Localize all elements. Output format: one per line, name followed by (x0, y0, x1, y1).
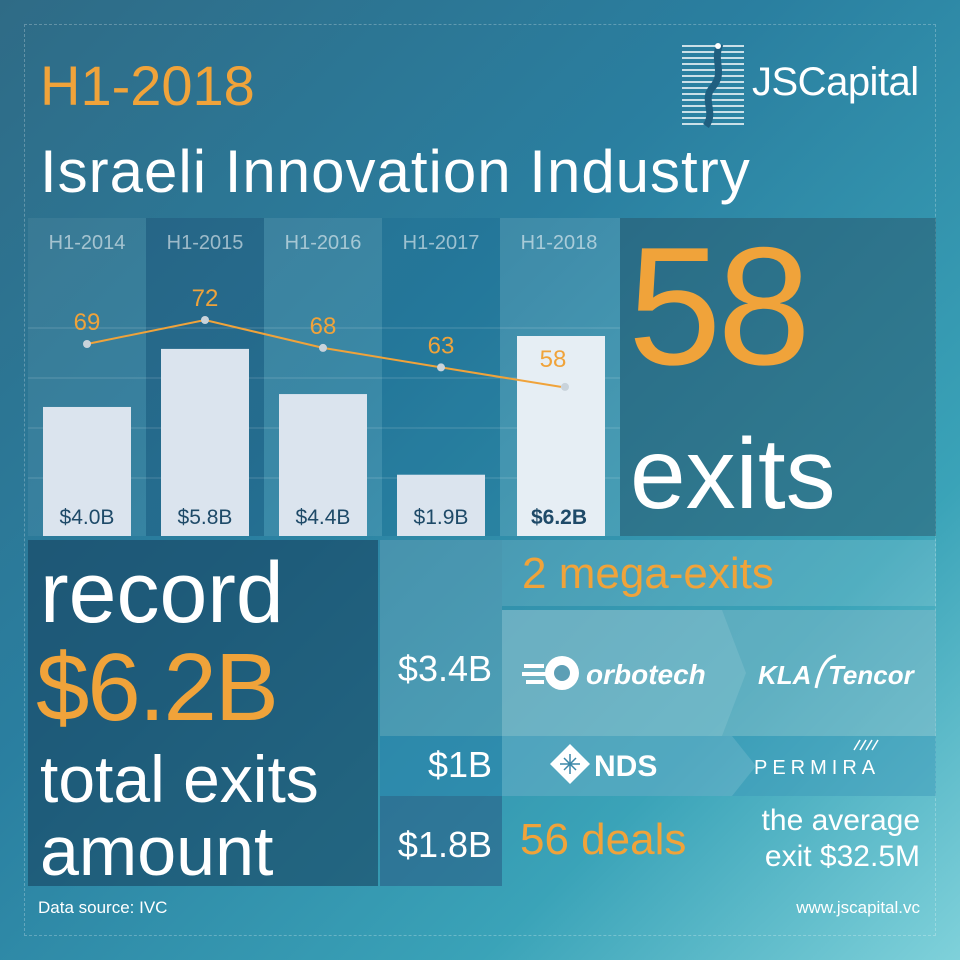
mega-exits-panel (502, 540, 936, 606)
svg-text:KLA: KLA (758, 660, 811, 690)
permira-logo-icon: PERMIRA (754, 739, 880, 779)
arrow-shape (502, 610, 746, 736)
brand-name: JSCapital (752, 60, 919, 104)
jscapital-logo-icon (682, 42, 744, 128)
svg-text:orbotech: orbotech (586, 659, 706, 690)
record-panel (28, 540, 378, 886)
average-exit-value: exit $32.5M (764, 840, 920, 873)
line-point (561, 382, 569, 391)
chart-year-label: H1-2015 (166, 232, 244, 254)
line-value-label: 69 (74, 309, 101, 336)
svg-text:Tencor: Tencor (828, 660, 916, 690)
record-amount: $6.2B (36, 634, 279, 741)
svg-text:NDS: NDS (594, 750, 657, 783)
record-heading: record (40, 545, 284, 641)
line-point (319, 343, 327, 352)
exits-chart: H1-2014 H1-2015 H1-2016 H1-2017 H1-2018 … (28, 218, 620, 536)
chart-year-label: H1-2014 (48, 232, 126, 254)
exits-count: 58 (628, 212, 811, 400)
kla-tencor-logo-icon: KLA Tencor (758, 654, 916, 690)
bar-value-label: $4.0B (59, 506, 115, 529)
chart-year-label: H1-2017 (402, 232, 480, 254)
breakdown-value: $1.8B (397, 824, 492, 865)
chart-year-label: H1-2016 (284, 232, 362, 254)
line-value-label: 72 (192, 285, 219, 312)
line-point (437, 363, 445, 372)
bar (43, 406, 131, 536)
bar (279, 394, 367, 536)
data-source: Data source: IVC (38, 898, 168, 917)
breakdown-value: $3.4B (397, 648, 492, 689)
bar-value-label: $6.2B (530, 506, 588, 529)
exits-count-label: exits (630, 418, 836, 530)
page-title: Israeli Innovation Industry (40, 138, 751, 205)
chart-plot: 69 72 68 63 58 (28, 285, 620, 536)
line-value-label: 58 (540, 346, 567, 373)
line-point (201, 316, 209, 324)
nds-logo-icon: NDS (550, 744, 657, 784)
record-caption: amount (40, 812, 274, 890)
mega-exit-row (502, 610, 936, 736)
bar-value-label: $1.9B (413, 506, 469, 529)
page-year: H1-2018 (40, 54, 255, 117)
mega-exits-title: 2 mega-exits (522, 549, 774, 598)
bar-value-label: $5.8B (177, 506, 233, 529)
line-value-label: 63 (428, 332, 455, 359)
chart-year-label: H1-2018 (520, 232, 598, 254)
bar (161, 348, 249, 536)
line-value-label: 68 (310, 313, 337, 340)
line-point (83, 340, 91, 348)
website-link[interactable]: www.jscapital.vc (796, 898, 920, 917)
exits-count-panel (620, 218, 936, 536)
bar-value-label: $4.4B (295, 506, 351, 529)
infographic-frame (24, 24, 936, 936)
bar (517, 336, 605, 536)
orbotech-logo-icon: orbotech (522, 656, 706, 690)
average-exit-caption: the average (761, 804, 920, 837)
record-caption: total exits (40, 742, 319, 816)
svg-text:PERMIRA: PERMIRA (754, 757, 880, 779)
breakdown-cell: $1.8B (380, 796, 502, 886)
breakdown-cell: $3.4B (380, 540, 502, 736)
breakdown-cell: $1B (380, 736, 502, 796)
deals-count: 56 deals (520, 815, 687, 864)
breakdown-value: $1B (427, 744, 492, 785)
bar (397, 474, 485, 536)
